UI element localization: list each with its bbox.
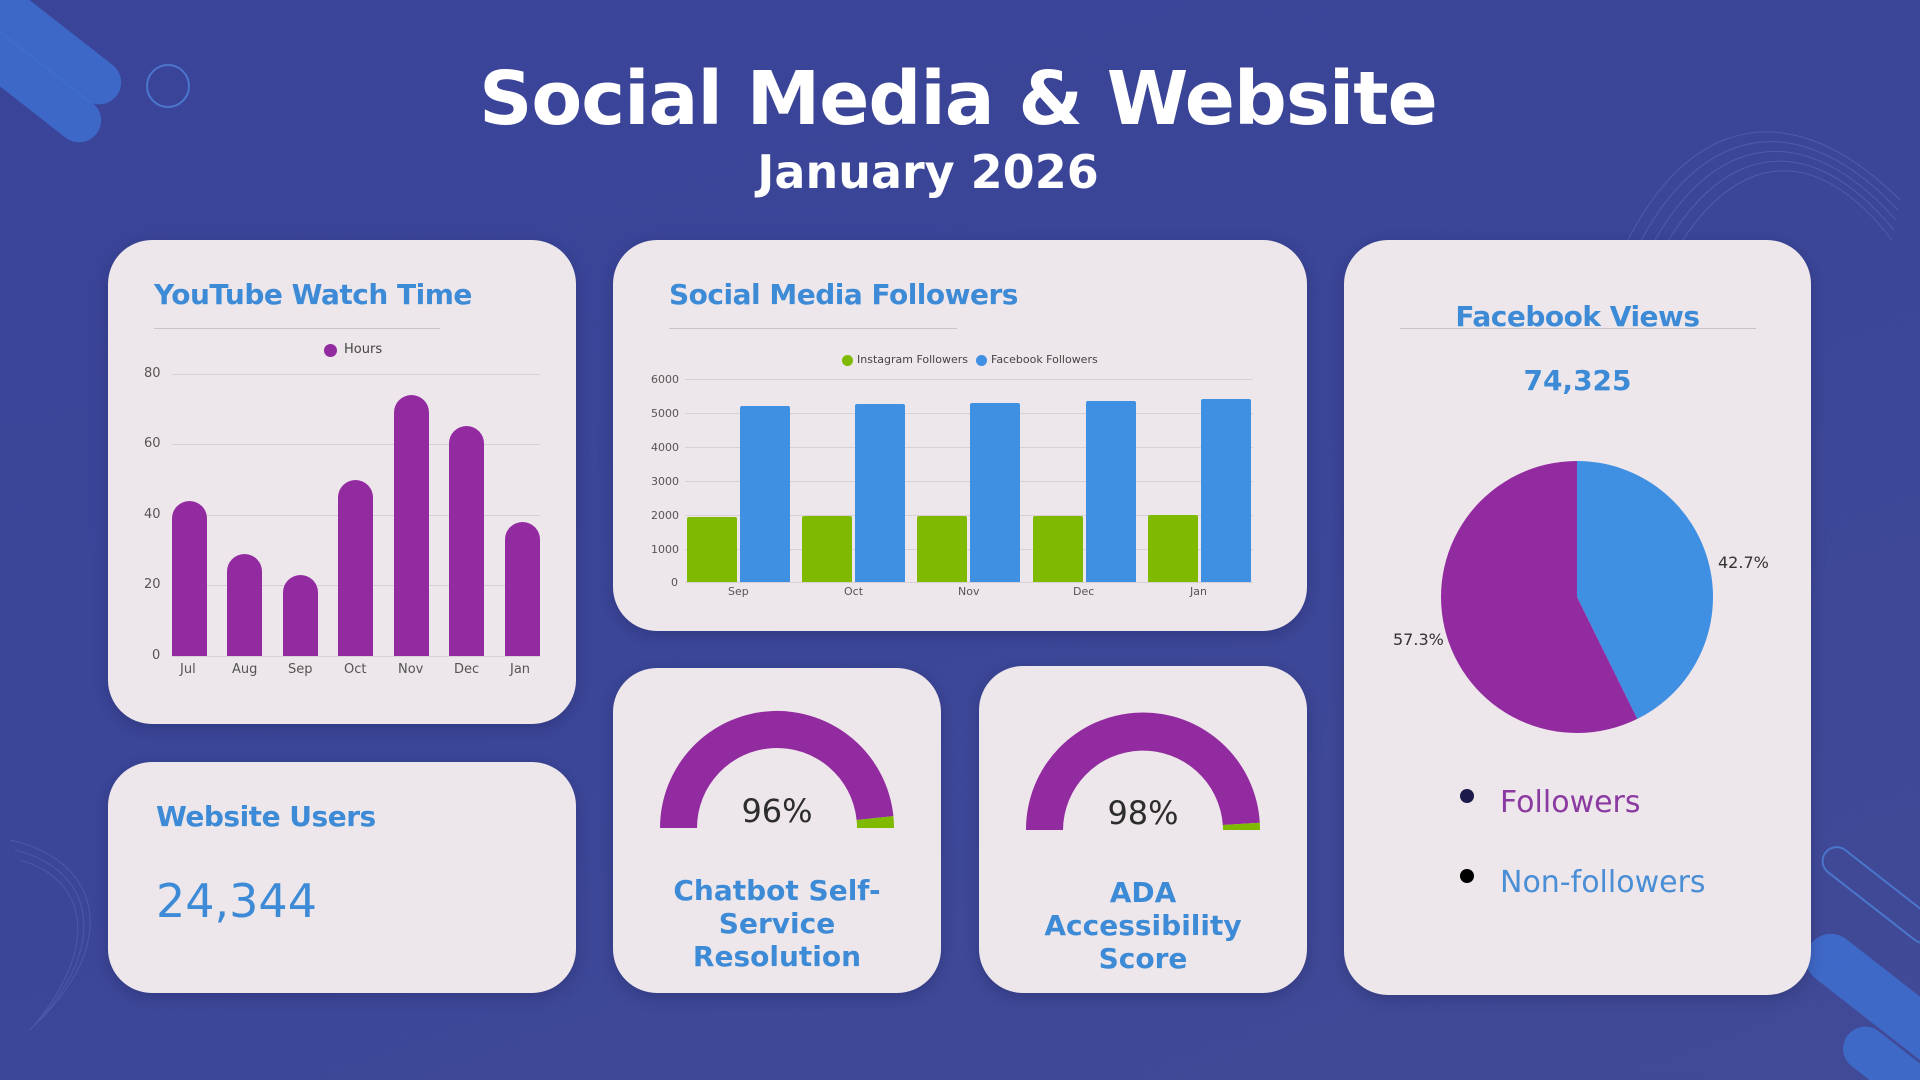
website-users-value: 24,344: [156, 874, 317, 928]
ada-gauge: [1025, 712, 1261, 830]
social-media-followers-card: Social Media Followers Instagram Followe…: [613, 240, 1307, 631]
facebook-views-value: 74,325: [1523, 364, 1632, 397]
pie-slice-non-followers: [1577, 461, 1713, 719]
bar-facebook-oct: [855, 404, 905, 582]
pie-label-followers: 57.3%: [1393, 630, 1444, 649]
x-tick: Nov: [958, 585, 980, 598]
card-title: YouTube Watch Time: [154, 278, 472, 311]
bar-nov: [394, 395, 429, 656]
ada-gauge-value: 98%: [1107, 794, 1179, 832]
title-divider: [154, 328, 440, 329]
y-tick: 6000: [651, 373, 679, 386]
y-tick: 40: [144, 507, 161, 522]
y-tick: 0: [152, 648, 161, 663]
bar-facebook-jan: [1201, 399, 1251, 582]
y-tick: 4000: [651, 441, 679, 454]
bar-instagram-sep: [687, 517, 737, 582]
pie-slice-followers: [1440, 460, 1638, 733]
legend-dot-hours: [324, 344, 337, 357]
bar-oct: [338, 480, 373, 656]
y-tick: 1000: [651, 543, 679, 556]
x-tick: Jul: [180, 662, 196, 677]
legend-label-instagram: Instagram Followers: [857, 353, 968, 366]
bar-aug: [227, 554, 262, 656]
wave-lines-decoration: [9, 839, 91, 1031]
chatbot-label: Chatbot Self- Service Resolution: [673, 874, 881, 973]
legend-bullet-non-followers: [1460, 869, 1474, 883]
x-tick: Jan: [1190, 585, 1207, 598]
chatbot-gauge: [660, 710, 894, 828]
chatbot-resolution-card: 96% Chatbot Self- Service Resolution: [613, 668, 941, 993]
bar-instagram-jan: [1148, 515, 1198, 582]
bar-instagram-dec: [1033, 516, 1083, 582]
ada-label: ADA Accessibility Score: [1044, 876, 1242, 975]
legend-label-facebook: Facebook Followers: [991, 353, 1098, 366]
x-tick: Jan: [510, 662, 531, 677]
y-tick: 3000: [651, 475, 679, 488]
y-tick: 60: [144, 436, 161, 451]
ada-accessibility-card: 98% ADA Accessibility Score: [979, 666, 1307, 993]
x-tick: Dec: [454, 662, 480, 677]
legend-dot-instagram: [842, 355, 853, 366]
x-tick: Nov: [398, 662, 424, 677]
facebook-views-pie: [1440, 460, 1713, 733]
card-title: Website Users: [156, 800, 376, 833]
bar-sep: [283, 575, 318, 656]
youtube-watch-time-card: YouTube Watch Time Hours 80 60 40 20 0 J…: [108, 240, 576, 724]
card-title: Social Media Followers: [669, 278, 1018, 311]
bar-facebook-sep: [740, 406, 790, 582]
bar-jul: [172, 501, 207, 656]
legend-label-followers: Followers: [1500, 785, 1641, 820]
bar-instagram-oct: [802, 516, 852, 582]
legend-label-non-followers: Non-followers: [1500, 865, 1706, 900]
bar-instagram-nov: [917, 516, 967, 582]
chatbot-gauge-value: 96%: [741, 792, 813, 830]
card-title: Facebook Views: [1455, 300, 1700, 333]
title-divider: [669, 328, 957, 329]
x-tick: Oct: [844, 585, 864, 598]
bar-facebook-dec: [1086, 401, 1136, 582]
facebook-views-card: Facebook Views 74,325 42.7% 57.3% Follow…: [1344, 240, 1811, 995]
page-title: Social Media & Website: [479, 56, 1438, 142]
y-tick: 80: [144, 366, 161, 381]
website-users-card: Website Users 24,344: [108, 762, 576, 993]
y-tick: 0: [671, 576, 678, 589]
y-tick: 20: [144, 577, 161, 592]
x-tick: Dec: [1073, 585, 1095, 598]
x-tick: Sep: [288, 662, 313, 677]
y-tick: 5000: [651, 407, 679, 420]
bar-dec: [449, 426, 484, 656]
x-tick: Oct: [344, 662, 367, 677]
title-divider: [1400, 328, 1756, 329]
page-subtitle: January 2026: [757, 145, 1099, 199]
x-tick: Sep: [728, 585, 749, 598]
x-tick: Aug: [232, 662, 258, 677]
bar-facebook-nov: [970, 403, 1020, 582]
y-tick: 2000: [651, 509, 679, 522]
legend-dot-facebook: [976, 355, 987, 366]
legend-label: Hours: [344, 342, 383, 357]
pie-label-non-followers: 42.7%: [1718, 553, 1769, 572]
legend-bullet-followers: [1460, 789, 1474, 803]
bar-jan: [505, 522, 540, 656]
